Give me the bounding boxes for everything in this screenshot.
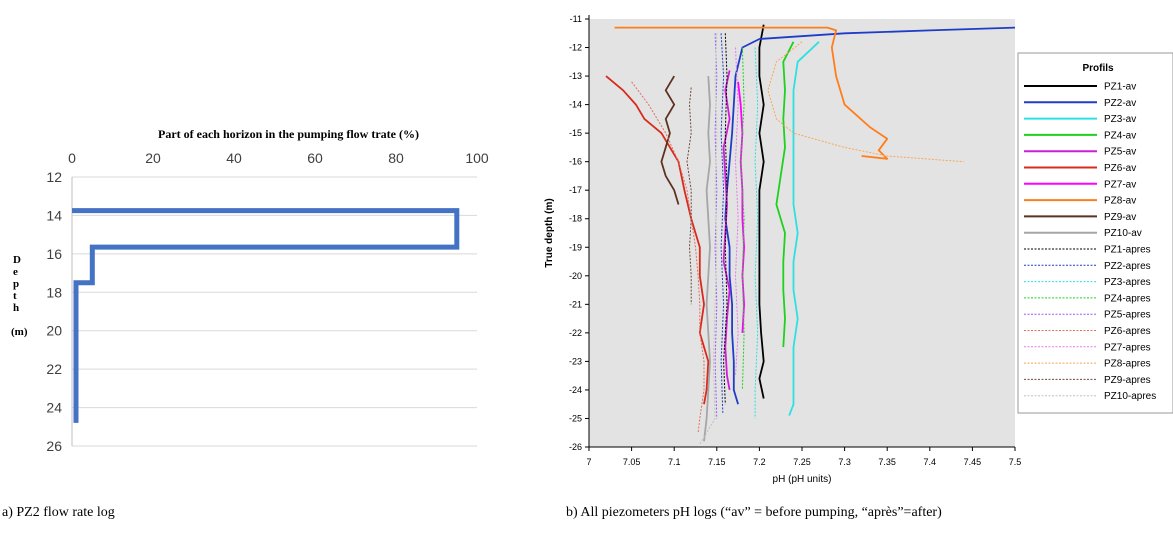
- flow-series: [72, 208, 460, 423]
- x-tick-label: 7.25: [793, 457, 811, 467]
- y-tick-label: -15: [569, 128, 582, 138]
- legend-label: PZ5-av: [1104, 147, 1136, 158]
- series-PZ8-av: [614, 26, 889, 160]
- x-tick-label: 7.15: [708, 457, 726, 467]
- legend-label: PZ2-apres: [1104, 261, 1151, 272]
- series-PZ2-av: [724, 26, 1016, 405]
- series-PZ2-apres: [720, 33, 725, 413]
- legend-label: PZ5-apres: [1104, 310, 1151, 321]
- y-tick-label: 24: [46, 400, 62, 416]
- legend-label: PZ3-apres: [1104, 277, 1151, 288]
- y-tick-label: -17: [569, 185, 582, 195]
- y-axis-title-letter: D: [13, 254, 21, 266]
- y-tick-label: -19: [569, 242, 582, 252]
- legend-label: PZ8-av: [1104, 196, 1136, 207]
- x-axis-title: pH (pH units): [773, 474, 832, 485]
- legend-label: PZ2-av: [1104, 98, 1136, 109]
- series-PZ1-apres: [723, 33, 728, 405]
- series-PZ10-av: [703, 76, 711, 442]
- series-PZ4-av: [775, 41, 795, 348]
- legend-title: Profils: [1082, 63, 1114, 74]
- x-tick-label: 0: [68, 150, 76, 166]
- y-tick-label: -20: [569, 271, 582, 281]
- series-PZ9-apres: [686, 87, 692, 305]
- legend-label: PZ10-apres: [1104, 391, 1156, 402]
- y-axis-title-letter: t: [13, 290, 17, 302]
- series-PZ9-av: [660, 75, 680, 205]
- y-tick-label: -14: [569, 100, 582, 110]
- y-axis-title-letter: p: [13, 278, 19, 290]
- y-tick-label: -26: [569, 442, 582, 452]
- x-tick-label: 7.45: [964, 457, 982, 467]
- legend-label: PZ4-apres: [1104, 293, 1151, 304]
- x-tick-label: 7.3: [838, 457, 851, 467]
- series-PZ3-apres: [754, 47, 759, 419]
- y-axis-title: True depth (m): [544, 198, 555, 267]
- x-tick-label: 7.4: [924, 457, 937, 467]
- legend-label: PZ3-av: [1104, 114, 1136, 125]
- caption-a: a) PZ2 flow rate log: [2, 505, 115, 520]
- y-tick-label: 16: [46, 246, 62, 262]
- x-tick-label: 40: [226, 150, 242, 166]
- flow-rate-chart: 12 14 16 18 20 22 24 26 0 20 40 60 80 100 Part of each…: [11, 127, 489, 454]
- y-tick-label: -12: [569, 43, 582, 53]
- series-PZ1-av: [758, 24, 765, 399]
- legend-label: PZ9-av: [1104, 212, 1136, 223]
- legend-label: PZ1-apres: [1104, 245, 1151, 256]
- legend-label: PZ8-apres: [1104, 359, 1151, 370]
- x-tick-label: 80: [388, 150, 404, 166]
- caption-b: b) All piezometers pH logs (“av” = befor…: [566, 505, 942, 520]
- series-PZ7-apres: [735, 47, 739, 376]
- x-tick-label: 7.5: [1009, 457, 1022, 467]
- y-tick-label: 22: [46, 361, 62, 377]
- series-PZ3-av: [788, 41, 820, 416]
- legend-label: PZ7-apres: [1104, 342, 1151, 353]
- legend-label: PZ10-av: [1104, 228, 1142, 239]
- x-tick-label: 7: [586, 457, 591, 467]
- x-tick-label: 60: [307, 150, 323, 166]
- ph-log-chart: -11 -12 -13 -14 -15 -16 -17 -18 -19 -20 -21 -22 -23 -…: [544, 14, 1173, 485]
- y-tick-label: 14: [46, 207, 62, 223]
- legend-label: PZ9-apres: [1104, 375, 1151, 386]
- legend-label: PZ4-av: [1104, 130, 1136, 141]
- series-PZ8-apres: [767, 41, 964, 163]
- x-tick-label: 20: [145, 150, 161, 166]
- x-tick-label: 7.35: [878, 457, 896, 467]
- y-tick-label: 18: [46, 284, 62, 300]
- y-tick-label: -18: [569, 214, 582, 224]
- y-tick-label: -21: [569, 299, 582, 309]
- y-tick-label: -25: [569, 413, 582, 423]
- series-PZ10-apres: [699, 33, 718, 445]
- y-axis-title-letter: h: [13, 302, 19, 314]
- y-axis-title-letter: e: [13, 266, 18, 278]
- x-tick-label: 7.2: [753, 457, 766, 467]
- y-axis-title-unit: (m): [11, 326, 28, 338]
- y-tick-label: 12: [46, 169, 62, 185]
- x-tick-label: 7.05: [623, 457, 641, 467]
- legend-label: PZ6-av: [1104, 163, 1136, 174]
- legend-label: PZ1-av: [1104, 82, 1136, 93]
- y-tick-label: 20: [46, 323, 62, 339]
- x-axis-title: Part of each horizon in the pumping flow…: [158, 127, 419, 141]
- x-tick-label: 7.1: [668, 457, 681, 467]
- y-tick-label: -16: [569, 157, 582, 167]
- y-tick-label: -24: [569, 385, 582, 395]
- plot-area: [589, 19, 1015, 447]
- x-tick-label: 100: [465, 150, 489, 166]
- series-PZ4-apres: [740, 47, 745, 390]
- y-tick-label: 26: [46, 438, 62, 454]
- y-tick-label: -11: [570, 14, 582, 24]
- legend-label: PZ6-apres: [1104, 326, 1151, 337]
- y-tick-label: -13: [569, 71, 582, 81]
- y-tick-label: -23: [569, 356, 582, 366]
- series-PZ6-apres: [631, 81, 705, 433]
- y-tick-label: -22: [569, 328, 582, 338]
- legend-label: PZ7-av: [1104, 179, 1136, 190]
- series-group: [605, 24, 1016, 445]
